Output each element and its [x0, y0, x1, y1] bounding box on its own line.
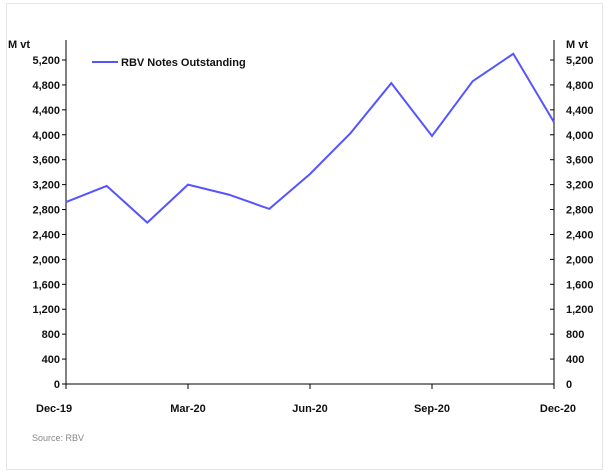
x-tick-label: Jun-20 — [292, 403, 327, 415]
x-tick-label: Dec-19 — [36, 403, 72, 415]
y-tick-label-right: 3,200 — [566, 180, 594, 192]
tick-labels: 0 0 400 400 800 800 1,200 1,200 1,600 1,600 2,000 2… — [32, 55, 593, 415]
legend-label: RBV Notes Outstanding — [121, 57, 246, 69]
y-tick-label-left: 400 — [42, 354, 60, 366]
chart-frame — [6, 3, 603, 470]
legend: RBV Notes Outstanding — [92, 57, 246, 69]
y-tick-label-left: 800 — [42, 329, 60, 341]
y-tick-label-right: 4,400 — [566, 105, 594, 117]
y-tick-label-right: 2,000 — [566, 254, 594, 266]
y-tick-label-left: 0 — [54, 379, 60, 391]
y-tick-label-left: 4,400 — [32, 105, 60, 117]
y-tick-label-right: 2,800 — [566, 205, 594, 217]
y-tick-label-right: 1,600 — [566, 279, 594, 291]
y-tick-label-left: 2,400 — [32, 229, 60, 241]
x-tick-label: Dec-20 — [540, 403, 576, 415]
y-tick-label-right: 2,400 — [566, 229, 594, 241]
y-tick-label-right: 1,200 — [566, 304, 594, 316]
chart-axes — [62, 40, 555, 389]
y-tick-label-right: 800 — [566, 329, 584, 341]
y-tick-label-right: 0 — [566, 379, 572, 391]
y-tick-label-left: 2,800 — [32, 205, 60, 217]
y-tick-label-left: 1,600 — [32, 279, 60, 291]
x-tick-label: Mar-20 — [170, 403, 205, 415]
y-tick-label-left: 2,000 — [32, 254, 60, 266]
y-tick-label-right: 4,000 — [566, 130, 594, 142]
y-tick-label-left: 1,200 — [32, 304, 60, 316]
y-tick-label-left: 5,200 — [32, 55, 60, 67]
y-tick-label-right: 4,800 — [566, 80, 594, 92]
y-tick-label-left: 4,800 — [32, 80, 60, 92]
y-tick-label-left: 4,000 — [32, 130, 60, 142]
y-axis-unit-left: M vt — [8, 39, 30, 51]
y-tick-label-right: 3,600 — [566, 155, 594, 167]
source-note: Source: RBV — [32, 433, 84, 443]
y-tick-label-left: 3,600 — [32, 155, 60, 167]
y-tick-label-left: 3,200 — [32, 180, 60, 192]
series-line-0 — [65, 52, 555, 224]
y-axis-unit-right: M vt — [566, 39, 588, 51]
y-tick-label-right: 400 — [566, 354, 584, 366]
y-tick-label-right: 5,200 — [566, 55, 594, 67]
x-tick-label: Sep-20 — [414, 403, 450, 415]
series-layer — [65, 52, 555, 224]
